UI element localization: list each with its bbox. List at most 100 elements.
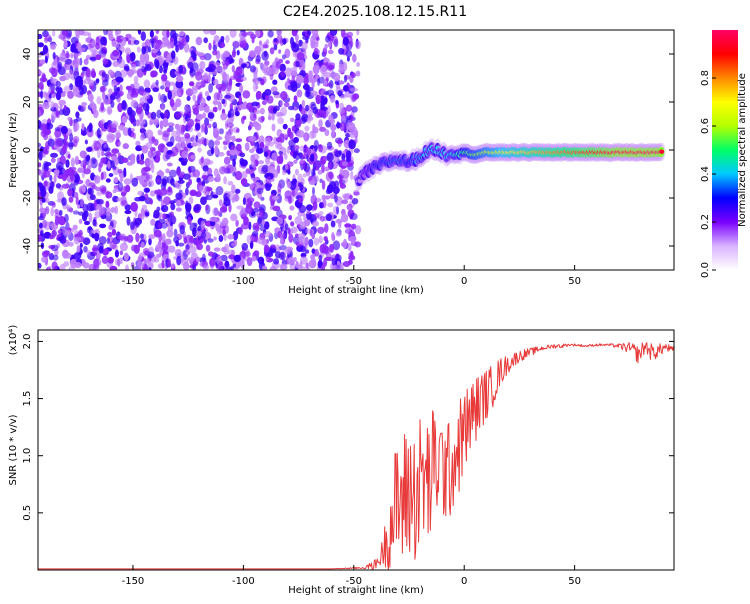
- heatmap-noise-cell: [239, 152, 246, 158]
- heatmap-noise-cell: [145, 172, 150, 182]
- heatmap-noise-cell: [210, 190, 214, 197]
- heatmap-noise-cell: [189, 222, 198, 232]
- heatmap-noise-cell: [107, 256, 114, 264]
- heatmap-noise-cell: [342, 32, 349, 38]
- heatmap-noise-cell: [139, 53, 146, 63]
- heatmap-noise-cell: [149, 190, 156, 197]
- heatmap-noise-cell: [234, 188, 241, 194]
- heatmap-noise-cell: [92, 219, 97, 227]
- heatmap-noise-cell: [288, 139, 296, 148]
- heatmap-noise-cell: [160, 93, 167, 104]
- heatmap-noise-cell: [119, 257, 123, 265]
- spectrogram-x-ticks: -150 -100 -50 0 50: [122, 265, 581, 287]
- heatmap-noise-cell: [267, 30, 274, 38]
- heatmap-noise-cell: [302, 173, 307, 178]
- heatmap-noise-cell: [185, 203, 190, 210]
- heatmap-noise-cell: [279, 239, 285, 245]
- heatmap-noise-cell: [248, 105, 254, 113]
- heatmap-noise-cell: [96, 199, 104, 205]
- heatmap-noise-cell: [259, 107, 265, 115]
- heatmap-noise-cell: [53, 169, 60, 175]
- spectrogram-y-ticks: -40 -20 0 20 40: [22, 48, 674, 254]
- heatmap-noise-cell: [124, 47, 131, 55]
- heatmap-noise-cell: [289, 205, 295, 211]
- heatmap-noise-cell: [263, 221, 270, 230]
- heatmap-noise-cell: [259, 142, 265, 149]
- heatmap-noise-cell: [59, 263, 66, 270]
- heatmap-noise-cell: [102, 90, 106, 101]
- heatmap-noise-cell: [295, 60, 301, 68]
- heatmap-noise-cell: [155, 30, 160, 35]
- heatmap-noise-cell: [74, 236, 82, 242]
- heatmap-noise-cell: [225, 224, 229, 234]
- heatmap-noise-cell: [135, 145, 143, 152]
- heatmap-noise-cell: [124, 210, 132, 215]
- heatmap-noise-cell: [309, 229, 313, 237]
- heatmap-noise-cell: [276, 30, 283, 36]
- heatmap-noise-cell: [137, 190, 143, 196]
- heatmap-noise-cell: [209, 30, 217, 36]
- spectrogram-x-tick-label: -50: [346, 276, 362, 287]
- heatmap-noise-cell: [166, 128, 171, 133]
- heatmap-noise-cell: [292, 151, 297, 159]
- heatmap-noise-cell: [328, 80, 334, 89]
- heatmap-noise-cell: [200, 220, 205, 231]
- heatmap-noise-cell: [218, 86, 222, 94]
- heatmap-noise-cell: [190, 142, 198, 147]
- heatmap-noise-cell: [53, 174, 57, 183]
- heatmap-noise-cell: [218, 199, 223, 207]
- heatmap-noise-cell: [219, 166, 226, 175]
- heatmap-noise-cell: [38, 222, 43, 230]
- spectrogram-y-tick-label: -20: [22, 190, 33, 206]
- spectrogram-x-label: Height of straight line (km): [288, 285, 424, 296]
- heatmap-noise-cell: [273, 44, 278, 51]
- heatmap-noise-cell: [95, 78, 100, 83]
- heatmap-noise-cell: [111, 155, 118, 161]
- heatmap-noise-cell: [154, 189, 159, 195]
- heatmap-noise-cell: [156, 109, 162, 119]
- heatmap-noise-cell: [339, 168, 344, 177]
- snr-panel: -150 -100 -50 0 50 0.5 1.0 1.5 2.0 Height of st…: [8, 325, 675, 596]
- heatmap-noise-cell: [161, 260, 165, 269]
- heatmap-noise-cell: [88, 212, 93, 223]
- heatmap-noise-cell: [155, 79, 159, 86]
- heatmap-noise-cell: [353, 191, 360, 196]
- heatmap-noise-cell: [145, 129, 154, 140]
- heatmap-noise-cell: [350, 213, 358, 220]
- heatmap-noise-cell: [160, 104, 166, 111]
- heatmap-noise-cell: [135, 119, 141, 127]
- heatmap-noise-cell: [258, 40, 263, 46]
- heatmap-noise-cell: [273, 258, 280, 265]
- heatmap-noise-cell: [225, 88, 230, 96]
- heatmap-noise-cell: [318, 119, 323, 128]
- heatmap-noise-cell: [275, 244, 280, 251]
- heatmap-noise-cell: [140, 153, 145, 161]
- heatmap-noise-cell: [212, 127, 221, 136]
- heatmap-noise-cell: [52, 30, 56, 37]
- heatmap-noise-cell: [109, 265, 118, 270]
- heatmap-noise-cell: [278, 151, 284, 155]
- heatmap-noise-cell: [347, 122, 356, 132]
- heatmap-noise-cell: [134, 217, 143, 226]
- heatmap-noise-cell: [148, 267, 152, 270]
- heatmap-noise-cell: [255, 147, 263, 154]
- heatmap-noise-cell: [261, 164, 269, 173]
- heatmap-noise-cell: [312, 257, 317, 268]
- heatmap-noise-cell: [177, 40, 183, 51]
- heatmap-noise-cell: [45, 206, 50, 215]
- heatmap-noise-cell: [101, 53, 106, 59]
- heatmap-noise-cell: [145, 211, 150, 217]
- heatmap-noise-cell: [57, 61, 63, 69]
- heatmap-noise-cell: [101, 255, 109, 264]
- heatmap-noise-cell: [167, 258, 172, 268]
- heatmap-noise-cell: [108, 88, 113, 95]
- heatmap-noise-cell: [126, 234, 134, 243]
- heatmap-noise-cell: [101, 71, 106, 78]
- heatmap-noise-cell: [322, 47, 328, 56]
- heatmap-noise-cell: [51, 93, 56, 99]
- heatmap-noise-cell: [221, 82, 227, 92]
- heatmap-noise-cell: [165, 80, 171, 90]
- heatmap-noise-cell: [39, 230, 44, 237]
- heatmap-noise-cell: [354, 241, 362, 248]
- heatmap-noise-cell: [183, 173, 191, 180]
